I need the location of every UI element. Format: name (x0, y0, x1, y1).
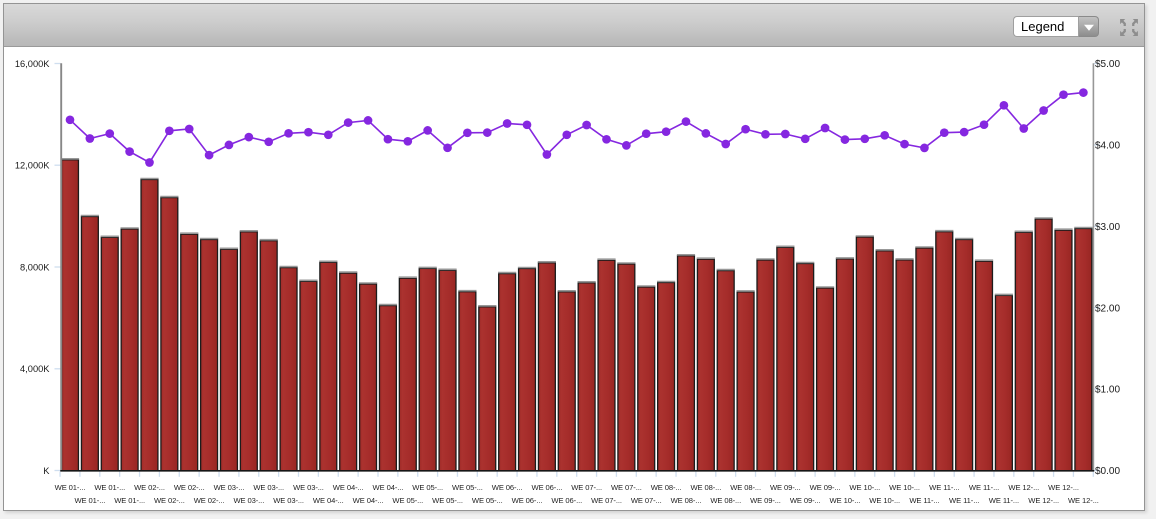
svg-text:WE 08-...: WE 08-... (671, 496, 702, 505)
svg-text:12,000K: 12,000K (15, 161, 50, 171)
svg-text:WE 11-...: WE 11-... (929, 483, 959, 492)
svg-text:$5.00: $5.00 (1095, 59, 1120, 70)
svg-text:WE 01-...: WE 01-... (94, 483, 125, 492)
svg-text:WE 04-...: WE 04-... (313, 496, 344, 505)
svg-text:8,000K: 8,000K (20, 262, 50, 272)
svg-text:WE 04-...: WE 04-... (353, 496, 384, 505)
svg-text:4,000K: 4,000K (20, 364, 50, 374)
svg-text:$3.00: $3.00 (1095, 222, 1120, 233)
svg-text:WE 09-...: WE 09-... (810, 483, 841, 492)
svg-text:WE 07-...: WE 07-... (611, 483, 642, 492)
svg-text:WE 06-...: WE 06-... (532, 483, 563, 492)
svg-text:WE 05-...: WE 05-... (432, 496, 463, 505)
svg-text:WE 08-...: WE 08-... (710, 496, 741, 505)
svg-text:WE 05-...: WE 05-... (412, 483, 443, 492)
svg-text:WE 10-...: WE 10-... (830, 496, 861, 505)
svg-text:WE 12-...: WE 12-... (1048, 483, 1079, 492)
svg-text:WE 07-...: WE 07-... (631, 496, 662, 505)
svg-text:WE 09-...: WE 09-... (750, 496, 781, 505)
svg-text:WE 01-...: WE 01-... (114, 496, 145, 505)
svg-text:WE 09-...: WE 09-... (770, 483, 801, 492)
svg-text:WE 01-...: WE 01-... (55, 483, 86, 492)
svg-text:WE 06-...: WE 06-... (551, 496, 582, 505)
svg-text:WE 04-...: WE 04-... (333, 483, 364, 492)
svg-text:WE 06-...: WE 06-... (492, 483, 523, 492)
svg-text:WE 11-...: WE 11-... (909, 496, 939, 505)
svg-text:WE 11-...: WE 11-... (949, 496, 979, 505)
svg-text:WE 12-...: WE 12-... (1068, 496, 1099, 505)
svg-text:$1.00: $1.00 (1095, 385, 1120, 396)
svg-text:WE 09-...: WE 09-... (790, 496, 821, 505)
svg-text:WE 10-...: WE 10-... (889, 483, 920, 492)
svg-text:WE 01-...: WE 01-... (74, 496, 105, 505)
svg-text:WE 05-...: WE 05-... (452, 483, 483, 492)
svg-text:WE 04-...: WE 04-... (373, 483, 404, 492)
svg-text:WE 02-...: WE 02-... (174, 483, 205, 492)
svg-text:$2.00: $2.00 (1095, 303, 1120, 314)
svg-text:WE 07-...: WE 07-... (591, 496, 622, 505)
svg-text:WE 03-...: WE 03-... (214, 483, 245, 492)
svg-text:$4.00: $4.00 (1095, 141, 1120, 152)
svg-text:WE 12-...: WE 12-... (1028, 496, 1059, 505)
svg-text:WE 03-...: WE 03-... (273, 496, 304, 505)
svg-text:WE 11-...: WE 11-... (989, 496, 1019, 505)
svg-text:WE 08-...: WE 08-... (730, 483, 761, 492)
svg-text:WE 07-...: WE 07-... (571, 483, 602, 492)
svg-text:WE 02-...: WE 02-... (134, 483, 165, 492)
svg-text:WE 05-...: WE 05-... (472, 496, 503, 505)
svg-text:WE 03-...: WE 03-... (293, 483, 324, 492)
svg-text:WE 08-...: WE 08-... (690, 483, 721, 492)
svg-text:WE 05-...: WE 05-... (392, 496, 423, 505)
svg-text:WE 06-...: WE 06-... (512, 496, 543, 505)
svg-text:$0.00: $0.00 (1095, 466, 1120, 477)
svg-text:WE 08-...: WE 08-... (651, 483, 682, 492)
svg-text:WE 10-...: WE 10-... (869, 496, 900, 505)
svg-text:WE 02-...: WE 02-... (154, 496, 185, 505)
svg-text:WE 02-...: WE 02-... (194, 496, 225, 505)
svg-text:WE 03-...: WE 03-... (253, 483, 284, 492)
svg-text:WE 11-...: WE 11-... (969, 483, 999, 492)
svg-text:WE 10-...: WE 10-... (849, 483, 880, 492)
svg-text:K: K (43, 466, 50, 476)
svg-text:WE 03-...: WE 03-... (233, 496, 264, 505)
svg-text:16,000K: 16,000K (15, 59, 50, 69)
svg-text:WE 12-...: WE 12-... (1008, 483, 1039, 492)
